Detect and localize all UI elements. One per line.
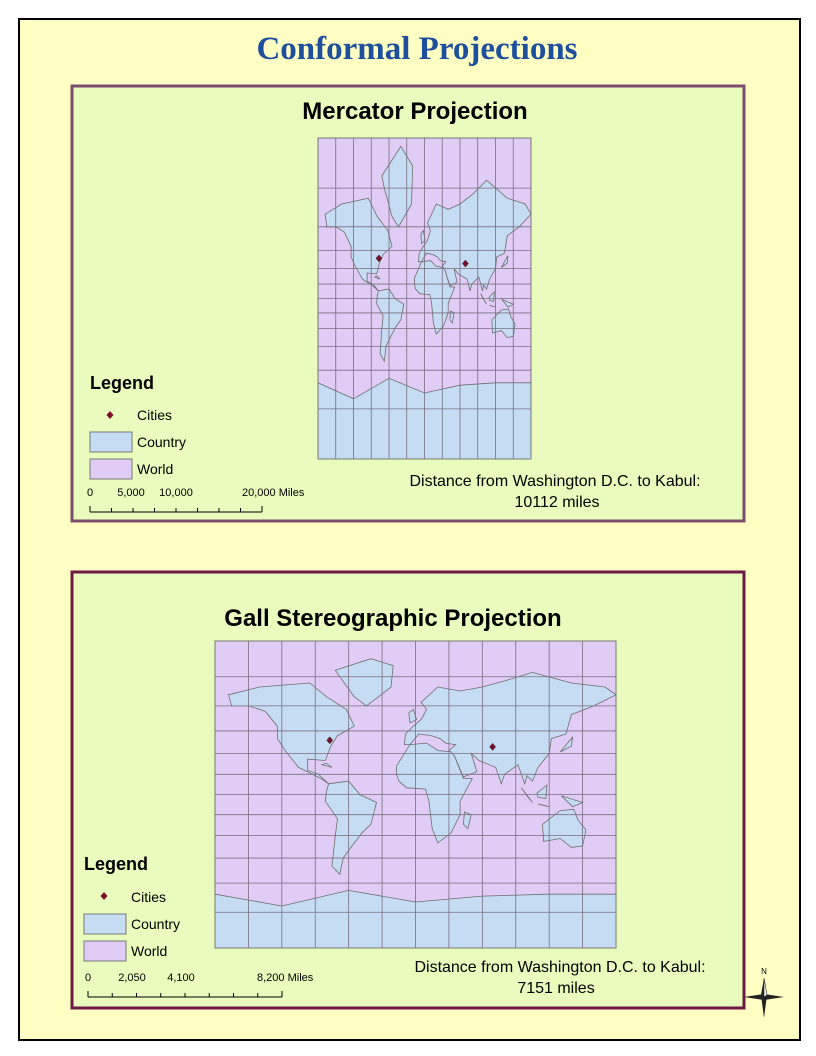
map-content	[215, 641, 616, 948]
city	[326, 736, 334, 745]
layout-title: Conformal Projections	[256, 31, 577, 67]
legend-item: World	[131, 943, 167, 959]
map-frame	[317, 137, 532, 460]
country	[537, 803, 550, 807]
city	[462, 259, 469, 268]
legend-city-symbol	[106, 411, 114, 419]
scale-label: 0	[85, 972, 91, 984]
legend-item: Country	[137, 434, 186, 450]
scale-label: 5,000	[117, 487, 145, 499]
legend-city-symbol	[100, 892, 108, 900]
country	[227, 682, 355, 785]
legend-world-swatch	[89, 458, 133, 480]
legend-item: Cities	[137, 407, 172, 423]
distance-label: Distance from Washington D.C. to Kabul:	[414, 959, 705, 976]
scale-label: 20,000 Miles	[242, 487, 305, 499]
legend-world-swatch	[83, 940, 127, 962]
legend-title: Legend	[90, 373, 154, 393]
country	[520, 787, 533, 803]
map-content	[318, 138, 531, 459]
country	[462, 811, 472, 830]
country	[489, 304, 496, 308]
country	[488, 290, 495, 302]
country	[536, 784, 548, 799]
country	[561, 795, 584, 808]
map-border	[214, 640, 617, 949]
scale-label: 4,100	[167, 972, 195, 984]
map-title: Mercator Projection	[302, 98, 527, 125]
country	[334, 658, 394, 707]
distance-value: 7151 miles	[517, 980, 594, 997]
country	[381, 145, 414, 228]
scale-bar	[87, 991, 283, 998]
map-border	[317, 137, 532, 460]
north-arrow	[744, 977, 784, 1018]
map-frame	[214, 640, 617, 949]
legend-item: Cities	[131, 889, 166, 905]
scale-label: 2,050	[118, 972, 146, 984]
country	[449, 310, 455, 324]
city	[375, 254, 383, 263]
country	[408, 708, 418, 724]
map-title: Gall Stereographic Projection	[224, 605, 561, 632]
legend-item: Country	[131, 916, 180, 932]
scale-label: 0	[87, 487, 93, 499]
country	[324, 197, 393, 292]
legend-country-swatch	[89, 431, 133, 453]
country	[373, 275, 381, 280]
country	[500, 298, 515, 308]
country	[501, 255, 509, 268]
scale-label: 10,000	[159, 487, 193, 499]
scale-label: 8,200 Miles	[257, 972, 314, 984]
country	[559, 735, 574, 753]
distance-label: Distance from Washington D.C. to Kabul:	[409, 473, 700, 490]
legend-title: Legend	[84, 854, 148, 874]
country	[491, 308, 516, 339]
city	[489, 742, 496, 751]
country	[542, 808, 587, 848]
country	[420, 229, 426, 245]
distance-value: 10112 miles	[514, 494, 599, 511]
legend-item: World	[137, 461, 173, 477]
scale-bar	[89, 506, 263, 513]
legend-country-swatch	[83, 913, 127, 935]
north-label: N	[761, 967, 767, 976]
country	[320, 762, 333, 768]
country	[480, 293, 487, 305]
